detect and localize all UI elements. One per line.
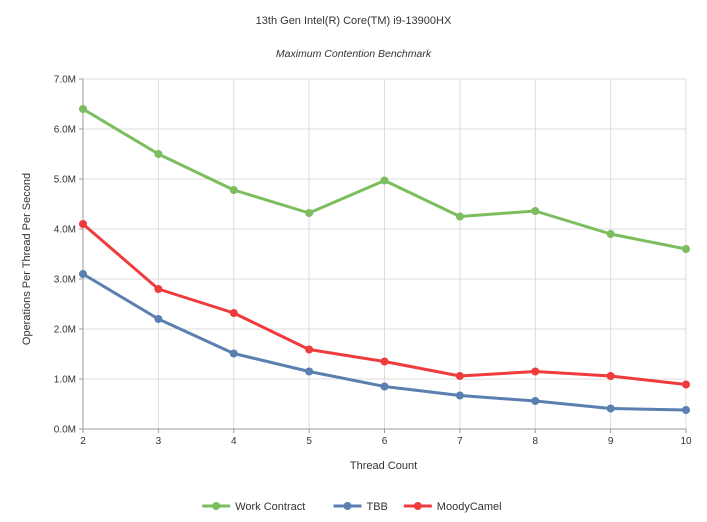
x-tick-label: 7 — [457, 436, 463, 447]
data-point — [229, 309, 238, 317]
data-point — [229, 186, 238, 194]
x-tick-labels: 2 3 4 5 6 7 8 9 10 — [80, 436, 692, 447]
legend-label: MoodyCamel — [437, 501, 502, 513]
x-tick-label: 8 — [532, 436, 538, 447]
x-tick-label: 4 — [231, 436, 237, 447]
data-point — [531, 397, 540, 405]
y-axis-label: Operations Per Thread Per Second — [21, 173, 33, 345]
legend-marker-icon — [212, 502, 221, 510]
y-tick-label: 5.0M — [54, 175, 76, 186]
legend-marker-icon — [343, 502, 352, 510]
x-tick-label: 9 — [608, 436, 614, 447]
y-tick-label: 3.0M — [54, 275, 76, 286]
data-point — [682, 245, 690, 253]
y-tick-label: 4.0M — [54, 225, 76, 236]
data-point — [531, 207, 540, 215]
data-point — [455, 212, 464, 221]
y-tick-label: 7.0M — [54, 75, 76, 86]
data-point — [154, 285, 163, 293]
data-point — [682, 406, 690, 414]
legend-label: Work Contract — [235, 501, 305, 513]
data-point — [380, 382, 389, 391]
x-tick-label: 3 — [156, 436, 162, 447]
y-tick-label: 1.0M — [54, 375, 76, 386]
legend-label: TBB — [367, 501, 388, 513]
x-tick-label: 6 — [382, 436, 388, 447]
data-point — [154, 150, 163, 158]
legend: Work Contract TBB MoodyCamel — [202, 501, 502, 513]
y-tick-label: 6.0M — [54, 125, 76, 136]
y-tick-label: 2.0M — [54, 325, 76, 336]
data-point — [154, 315, 163, 323]
data-point — [79, 105, 87, 113]
x-axis-label: Thread Count — [350, 460, 417, 472]
axes — [79, 78, 687, 433]
legend-item: MoodyCamel — [403, 501, 502, 513]
y-tick-label: 0.0M — [54, 425, 76, 436]
data-point — [606, 230, 615, 238]
data-point — [606, 404, 615, 413]
data-point — [682, 380, 690, 389]
x-tick-label: 2 — [80, 436, 86, 447]
x-tick-label: 10 — [680, 436, 692, 447]
x-tick-label: 5 — [306, 436, 312, 447]
data-point — [79, 270, 87, 278]
series-work-contract — [79, 105, 690, 253]
legend-item: TBB — [333, 501, 388, 513]
data-point — [380, 176, 389, 185]
data-point — [79, 220, 87, 228]
chart-subtitle: Maximum Contention Benchmark — [276, 48, 432, 60]
series-tbb — [79, 270, 690, 414]
series-lines — [79, 105, 690, 414]
data-point — [305, 367, 314, 376]
data-point — [380, 357, 389, 366]
data-point — [606, 372, 615, 380]
data-point — [305, 345, 314, 354]
data-point — [531, 367, 540, 376]
series-moodycamel — [79, 220, 690, 389]
data-point — [305, 209, 314, 217]
legend-item: Work Contract — [202, 501, 305, 513]
data-point — [455, 372, 464, 380]
data-point — [229, 349, 238, 358]
data-point — [455, 391, 464, 400]
chart-title: 13th Gen Intel(R) Core(TM) i9-13900HX — [256, 15, 452, 27]
legend-marker-icon — [413, 502, 422, 510]
y-tick-labels: 0.0M 1.0M 2.0M 3.0M 4.0M 5.0M 6.0M 7.0M — [54, 75, 76, 436]
